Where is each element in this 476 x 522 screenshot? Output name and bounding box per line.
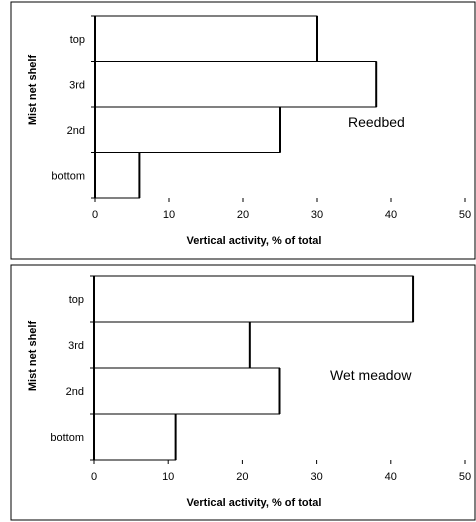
x-tick-label-20: 20 <box>236 471 248 483</box>
x-axis: 0 10 20 30 40 50 <box>91 460 471 483</box>
y-tick-label-2nd: 2nd <box>67 125 85 137</box>
y-axis-label: Mist net shelf <box>27 321 39 392</box>
bar-top <box>93 275 414 323</box>
x-tick-label-0: 0 <box>92 209 98 221</box>
bar-bottom <box>93 413 177 461</box>
panel-frame <box>10 264 476 521</box>
bar-2nd <box>94 106 281 153</box>
y-tick-label-bottom: bottom <box>51 170 85 182</box>
bars <box>94 15 378 199</box>
x-tick-label-50: 50 <box>459 209 471 221</box>
chart-panel-wet-meadow: bottom 2nd 3rd top 0 10 20 30 40 50 Wet meadow V… <box>10 264 476 521</box>
panel-frame <box>10 1 476 260</box>
bar-3rd <box>94 61 377 108</box>
panel-annotation: Reedbed <box>348 114 405 130</box>
x-tick-label-40: 40 <box>385 471 397 483</box>
y-tick-label-3rd: 3rd <box>69 79 85 91</box>
bar-top <box>94 15 318 62</box>
y-tick-label-top: top <box>69 294 84 306</box>
x-tick-label-30: 30 <box>311 209 323 221</box>
y-tick-label-top: top <box>70 34 85 46</box>
x-axis-label: Vertical activity, % of total <box>187 235 322 247</box>
x-tick-label-10: 10 <box>162 471 174 483</box>
chart-panel-reedbed: bottom 2nd 3rd top 0 10 20 30 40 50 Reedbed Vert… <box>10 1 476 260</box>
x-axis-label: Vertical activity, % of total <box>187 497 322 509</box>
x-tick-label-0: 0 <box>91 471 97 483</box>
x-axis: 0 10 20 30 40 50 <box>92 198 471 221</box>
y-tick-label-2nd: 2nd <box>66 386 84 398</box>
x-tick-label-20: 20 <box>237 209 249 221</box>
y-axis-label: Mist net shelf <box>27 55 39 126</box>
bars <box>93 275 415 461</box>
bar-2nd <box>93 367 280 415</box>
y-tick-label-bottom: bottom <box>50 432 84 444</box>
x-tick-label-10: 10 <box>163 209 175 221</box>
x-tick-label-50: 50 <box>459 471 471 483</box>
x-tick-label-40: 40 <box>385 209 397 221</box>
y-axis: bottom 2nd 3rd top <box>51 15 96 199</box>
panel-annotation: Wet meadow <box>330 367 412 383</box>
bar-bottom <box>94 152 140 199</box>
bar-3rd <box>93 321 251 369</box>
x-tick-label-30: 30 <box>310 471 322 483</box>
y-tick-label-3rd: 3rd <box>68 340 84 352</box>
y-axis: bottom 2nd 3rd top <box>50 275 95 461</box>
